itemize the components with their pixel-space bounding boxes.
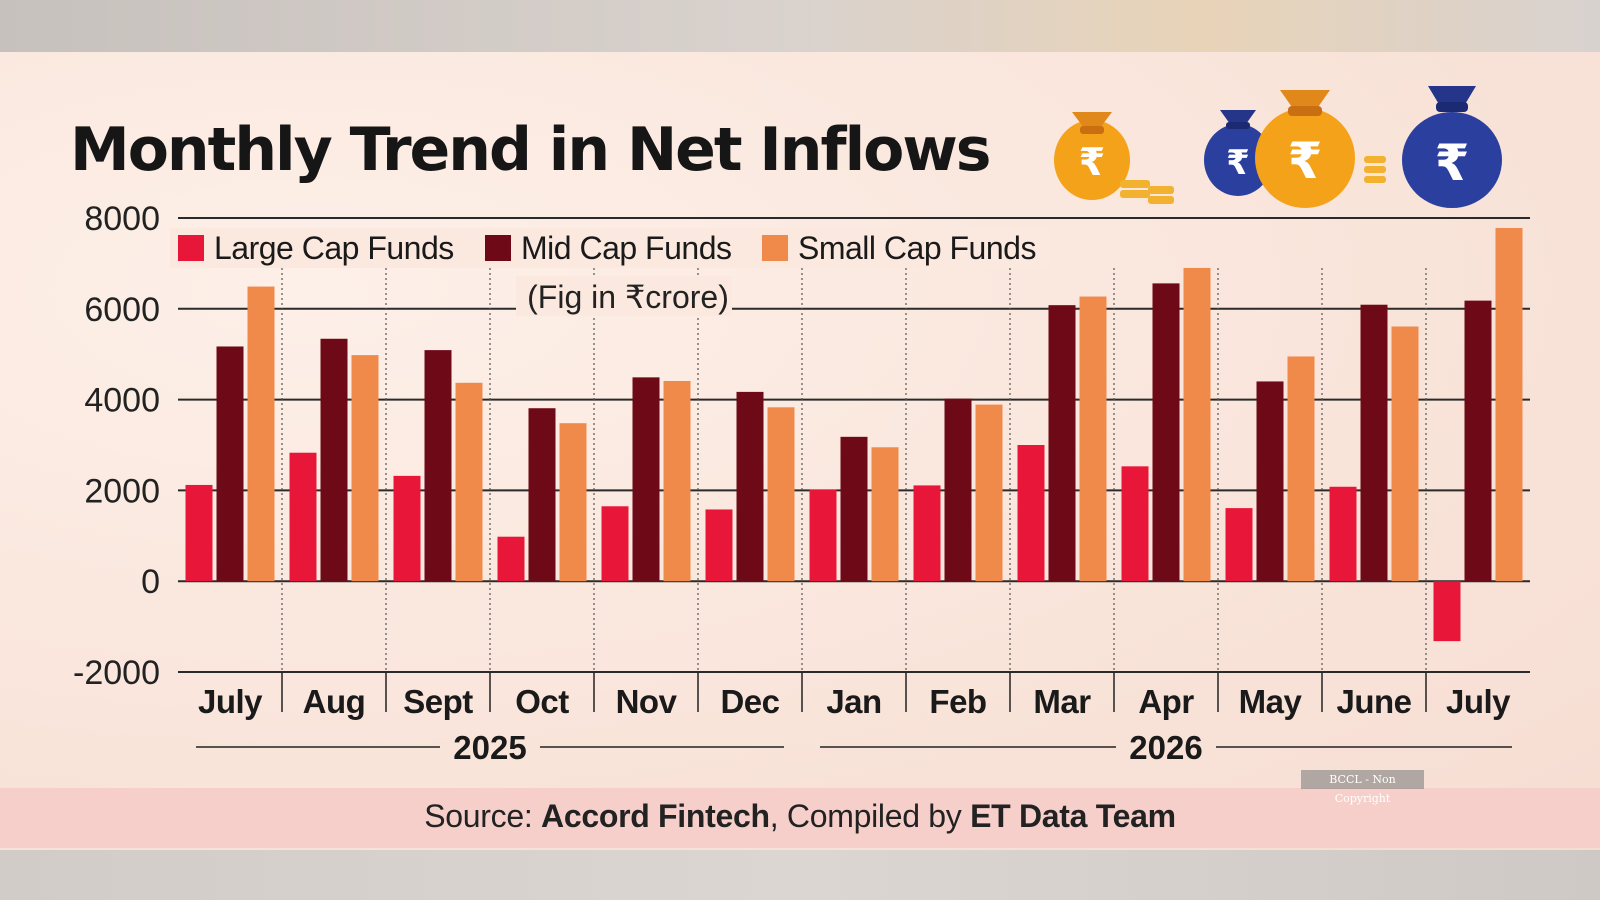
svg-text:₹: ₹ [1288,132,1323,190]
bar-small-cap-funds [1287,356,1315,582]
month-separators [281,268,1427,712]
bar-large-cap-funds [1017,445,1045,582]
money-bags-decoration: ₹ ₹ ₹ ₹ [1054,86,1502,208]
bar-large-cap-funds [1329,486,1357,582]
bar-large-cap-funds [809,489,837,582]
bar-small-cap-funds [663,380,691,582]
coin-stack-icon [1364,156,1386,183]
bar-mid-cap-funds [1360,304,1388,582]
x-tick-label: Dec [720,683,779,720]
x-tick-label: June [1336,683,1411,720]
x-tick-label: Nov [616,683,678,720]
year-group-labels: 2025 2026 [196,729,1512,766]
bar-large-cap-funds [705,509,733,582]
source-org: Accord Fintech [541,798,770,834]
source-team: ET Data Team [970,798,1176,834]
bar-large-cap-funds [289,452,317,582]
legend-swatch [762,235,788,261]
bar-large-cap-funds [1225,508,1253,582]
bar-mid-cap-funds [1464,300,1492,582]
x-tick-label: Mar [1033,683,1091,720]
x-tick-label: Feb [929,683,986,720]
watermark: BCCL - Non Copyright [1301,770,1424,805]
y-tick-label: 6000 [84,291,160,329]
bar-mid-cap-funds [840,436,868,582]
legend-swatch [485,235,511,261]
rupee-money-bag-icon: ₹ [1204,110,1272,196]
source-middle: , Compiled by [769,798,971,834]
bar-small-cap-funds [1495,227,1523,582]
bar-small-cap-funds [247,286,275,582]
y-tick-label: 8000 [84,200,160,238]
legend-swatch [178,235,204,261]
y-axis-tick-labels: 8000 6000 4000 2000 0 -2000 [73,200,160,692]
x-tick-label: July [1446,683,1511,720]
bar-mid-cap-funds [1256,381,1284,582]
y-tick-label: -2000 [73,654,160,692]
legend: Large Cap Funds Mid Cap Funds Small Cap Fu… [170,228,1050,268]
bar-large-cap-funds [1121,466,1149,582]
bar-large-cap-funds [497,536,525,582]
legend-label: Small Cap Funds [798,230,1036,266]
bar-mid-cap-funds [216,346,244,582]
bar-small-cap-funds [1391,326,1419,582]
bar-large-cap-funds [913,485,941,582]
bar-large-cap-funds [185,484,213,582]
source-prefix: Source: [424,798,542,834]
bar-mid-cap-funds [424,350,452,582]
x-tick-label: Sept [403,683,473,720]
svg-text:₹: ₹ [1226,143,1250,183]
x-tick-label: July [198,683,263,720]
bar-mid-cap-funds [320,338,348,582]
x-tick-label: May [1239,683,1303,720]
bar-small-cap-funds [871,447,899,582]
year-label: 2026 [1129,729,1202,766]
svg-text:₹: ₹ [1079,140,1105,184]
coin-stack-icon [1120,180,1174,204]
bar-mid-cap-funds [528,408,556,582]
bar-mid-cap-funds [1048,305,1076,582]
chart-subtitle: (Fig in ₹crore) [527,279,729,315]
background-top-band [0,0,1600,52]
bar-small-cap-funds [1079,296,1107,582]
bar-mid-cap-funds [944,398,972,582]
subtitle-backdrop [516,276,732,316]
y-tick-label: 0 [141,563,160,601]
bar-mid-cap-funds [736,391,764,582]
bar-small-cap-funds [351,355,379,582]
chart-title: Monthly Trend in Net Inflows [70,115,990,185]
bar-mid-cap-funds [632,377,660,582]
rupee-money-bag-icon: ₹ [1054,112,1130,200]
legend-label: Mid Cap Funds [521,230,731,266]
bar-large-cap-funds [601,506,629,582]
bar-large-cap-funds [1433,581,1461,642]
svg-text:₹: ₹ [1435,134,1470,192]
x-axis-tick-labels: July Aug Sept Oct Nov Dec Jan Feb Mar Apr May June J… [198,683,1512,720]
legend-label: Large Cap Funds [214,230,454,266]
bar-small-cap-funds [767,407,795,582]
bars [185,227,1523,642]
x-tick-label: Jan [826,683,881,720]
x-tick-label: Aug [303,683,366,720]
bar-small-cap-funds [559,423,587,582]
bar-small-cap-funds [455,382,483,582]
legend-backdrop [170,228,1050,268]
bar-small-cap-funds [975,404,1003,582]
y-tick-label: 4000 [84,382,160,420]
rupee-money-bag-icon: ₹ [1255,90,1355,208]
year-label: 2025 [453,729,526,766]
background-bottom-band [0,850,1600,900]
bar-small-cap-funds [1183,267,1211,582]
x-tick-label: Oct [515,683,569,720]
source-note: Source: Accord Fintech, Compiled by ET D… [0,798,1600,835]
source-band [0,788,1600,848]
bar-mid-cap-funds [1152,283,1180,582]
bar-large-cap-funds [393,475,421,582]
y-tick-label: 2000 [84,472,160,510]
rupee-money-bag-icon: ₹ [1402,86,1502,208]
x-tick-label: Apr [1138,683,1194,720]
